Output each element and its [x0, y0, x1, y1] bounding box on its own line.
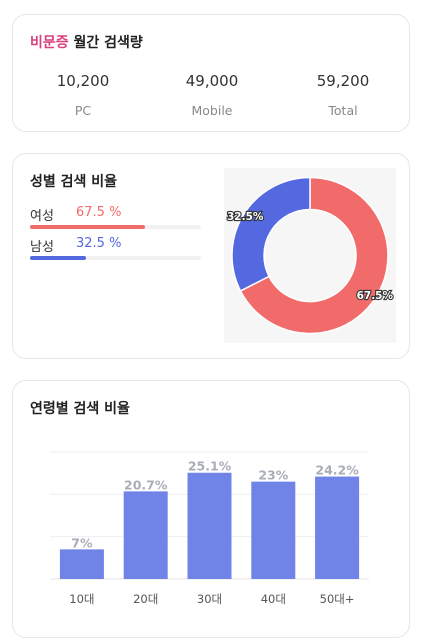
age-bar-label-2: 25.1%: [188, 459, 232, 474]
male-bar-fill: [30, 256, 86, 260]
stat-total: 59,200 Total: [293, 72, 393, 118]
donut-label-0: 67.5%: [357, 290, 394, 302]
donut-label-1: 32.5%: [227, 211, 264, 223]
age-bar-3: [251, 481, 296, 579]
age-bar-0: [59, 549, 104, 579]
gender-donut-svg: 67.5% 32.5%: [226, 176, 395, 335]
keyword-label: 비문증: [30, 35, 69, 51]
stat-mobile-label: Mobile: [191, 103, 233, 118]
donut-slice-0: [239, 176, 389, 335]
age-bar-label-3: 23%: [258, 468, 288, 483]
male-percent: 32.5 %: [76, 236, 122, 251]
female-bar-track: [30, 225, 201, 229]
age-tick-label-0: 10대: [69, 592, 94, 606]
age-ratio-card: 연령별 검색 비율 7% 10대 20.7% 20대 25.1% 30대 23% 40대 24.…: [12, 380, 410, 638]
age-bar-label-0: 7%: [71, 535, 93, 550]
gender-ratio-card: 성별 검색 비율 여성 67.5 % 남성 32.5 % 67.5% 32.5%: [12, 153, 410, 359]
age-bar-2: [187, 472, 232, 579]
monthly-volume-heading: 월간 검색량: [73, 35, 143, 51]
age-ratio-title: 연령별 검색 비율: [30, 401, 130, 417]
age-bar-label-4: 24.2%: [315, 463, 359, 478]
stat-pc-value: 10,200: [56, 72, 110, 90]
stat-pc: 10,200 PC: [33, 72, 133, 118]
male-bar-track: [30, 256, 201, 260]
gender-ratio-title: 성별 검색 비율: [30, 174, 118, 190]
stat-total-label: Total: [328, 103, 358, 118]
age-bar-1: [123, 491, 168, 579]
donut-slice-1: [231, 176, 311, 292]
male-label: 남성: [30, 240, 54, 255]
age-bar-4: [315, 476, 360, 579]
age-bar-label-1: 20.7%: [124, 477, 168, 492]
age-bar-chart: 7% 10대 20.7% 20대 25.1% 30대 23% 40대 24.2% 50대+: [50, 451, 369, 606]
age-tick-label-3: 40대: [261, 592, 286, 606]
female-percent: 67.5 %: [76, 205, 122, 220]
female-label: 여성: [30, 209, 54, 224]
stat-total-value: 59,200: [316, 72, 370, 90]
age-tick-label-1: 20대: [133, 592, 158, 606]
stat-pc-label: PC: [74, 103, 92, 118]
gender-donut-chart: 67.5% 32.5%: [224, 168, 396, 343]
age-tick-label-4: 50대+: [320, 592, 355, 606]
stat-mobile: 49,000 Mobile: [162, 72, 262, 118]
age-tick-label-2: 30대: [197, 592, 222, 606]
monthly-volume-card: 비문증 월간 검색량 10,200 PC 49,000 Mobile 59,20…: [12, 14, 410, 132]
female-bar-fill: [30, 225, 146, 229]
stat-mobile-value: 49,000: [185, 72, 239, 90]
monthly-volume-title: 비문증 월간 검색량: [30, 32, 143, 52]
